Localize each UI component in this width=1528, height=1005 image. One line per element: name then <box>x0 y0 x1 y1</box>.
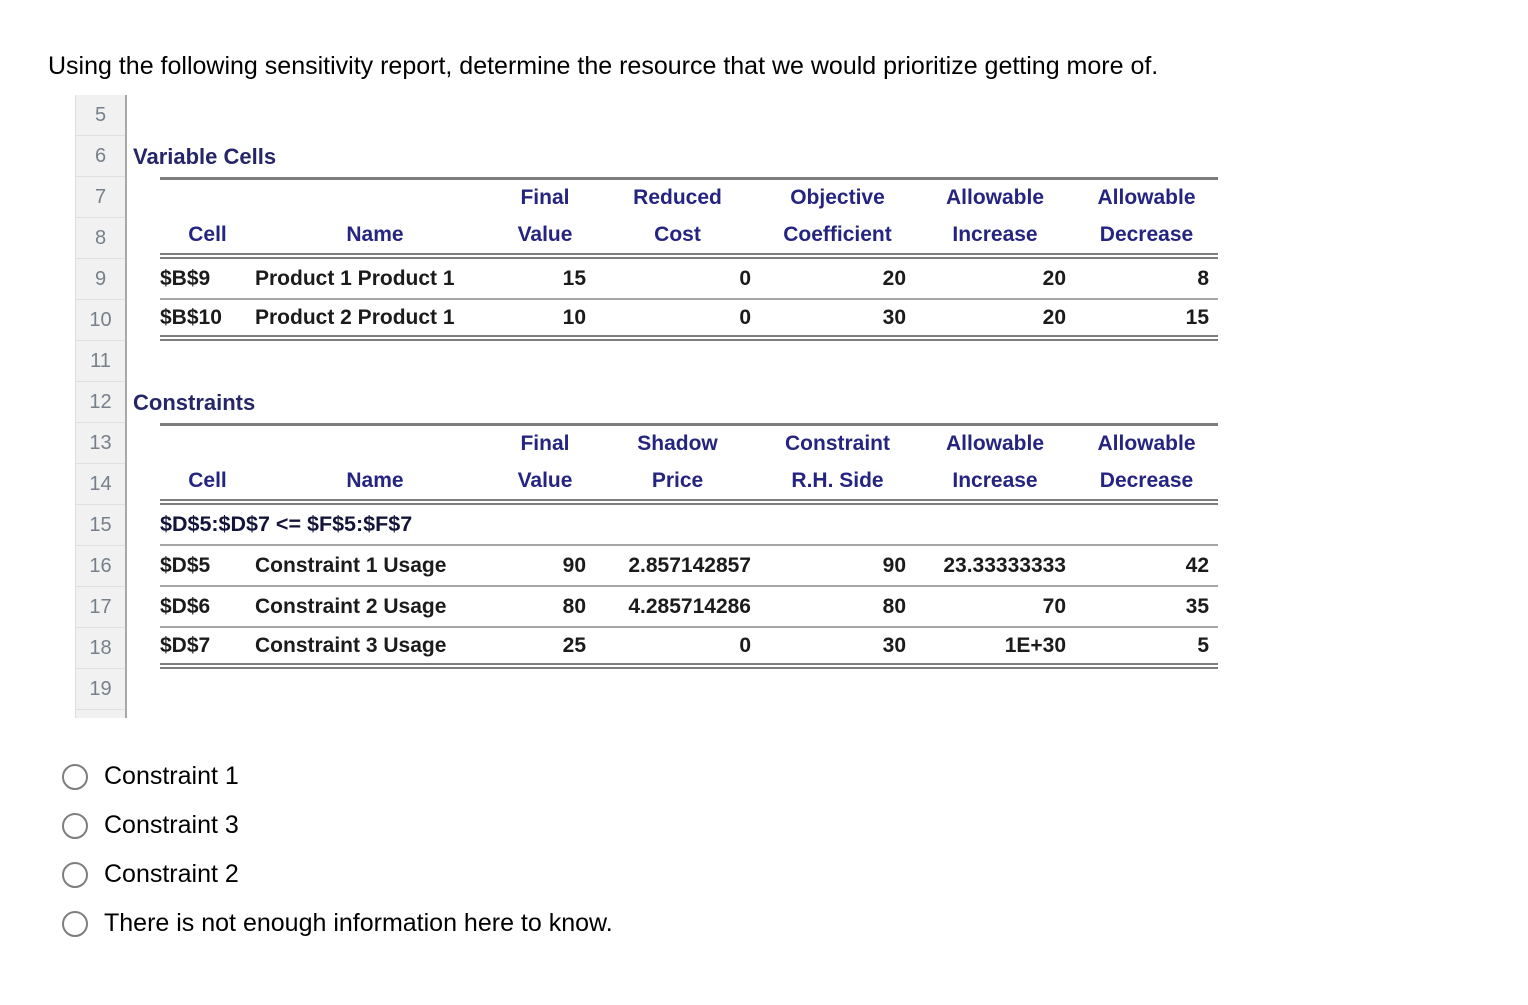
answer-option-label: Constraint 2 <box>104 860 239 888</box>
header-allowable-increase: Allowable Increase <box>945 186 1045 246</box>
header-name: Name <box>346 222 404 246</box>
final-value: 80 <box>562 594 586 618</box>
table-row: $D$5 Constraint 1 Usage 90 2.857142857 9… <box>160 546 1218 587</box>
variable-cells-header-row: Cell Name Final Value Reduced Cost Objecti… <box>160 177 1218 259</box>
cell-name: Product 2 Product 1 <box>255 305 455 329</box>
row-number: 15 <box>76 505 125 546</box>
final-value: 15 <box>562 266 586 290</box>
header-cell: Cell <box>188 222 227 246</box>
row-number: 11 <box>76 341 125 382</box>
header-cell: Cell <box>188 468 227 492</box>
radio-button-icon[interactable] <box>62 812 88 839</box>
allowable-decrease: 5 <box>1197 633 1209 657</box>
allowable-decrease: 8 <box>1197 266 1209 290</box>
row-number: 8 <box>76 218 125 259</box>
reduced-cost: 0 <box>739 305 751 329</box>
constraint-group-formula: $D$5:$D$7 <= $F$5:$F$7 <box>160 505 1218 546</box>
objective-coefficient: 30 <box>882 305 906 329</box>
header-allowable-increase: Allowable Increase <box>945 432 1045 492</box>
constraints-header-row: Cell Name Final Value Shadow Price Constra… <box>160 423 1218 505</box>
constraint-rhs: 80 <box>882 594 906 618</box>
shadow-price: 4.285714286 <box>628 594 751 618</box>
table-row: $D$7 Constraint 3 Usage 25 0 30 1E+30 5 <box>160 628 1218 669</box>
answer-option-constraint-3[interactable]: Constraint 3 <box>62 801 613 850</box>
row-number: 5 <box>76 95 125 136</box>
final-value: 25 <box>562 633 586 657</box>
table-row: $D$6 Constraint 2 Usage 80 4.285714286 8… <box>160 587 1218 628</box>
cell-ref: $B$9 <box>160 266 211 290</box>
allowable-decrease: 35 <box>1185 594 1209 618</box>
final-value: 10 <box>562 305 586 329</box>
table-row: $B$10 Product 2 Product 1 10 0 30 20 15 <box>160 300 1218 341</box>
header-objective-coefficient: Objective Coefficient <box>783 186 892 246</box>
constraint-rhs: 30 <box>882 633 906 657</box>
header-final-value: Final Value <box>517 186 573 246</box>
allowable-increase: 70 <box>1042 594 1066 618</box>
header-shadow-price: Shadow Price <box>637 432 718 492</box>
constraints-title: Constraints <box>133 390 256 415</box>
answer-options: Constraint 1 Constraint 3 Constraint 2 T… <box>62 752 613 948</box>
row-number-gutter: 5 6 7 8 9 10 11 12 13 14 15 16 17 18 19 <box>75 95 127 718</box>
allowable-increase: 1E+30 <box>1004 633 1066 657</box>
variable-cells-table: Cell Name Final Value Reduced Cost Objecti… <box>160 177 1218 341</box>
answer-option-label: Constraint 3 <box>104 811 239 839</box>
header-allowable-decrease: Allowable Decrease <box>1097 186 1196 246</box>
answer-option-not-enough-info[interactable]: There is not enough information here to … <box>62 899 613 948</box>
row-number: 10 <box>76 300 125 341</box>
allowable-increase: 23.33333333 <box>943 553 1066 577</box>
header-constraint-rhs: Constraint R.H. Side <box>785 432 890 492</box>
row-number: 17 <box>76 587 125 628</box>
cell-ref: $D$5 <box>160 553 211 577</box>
allowable-increase: 20 <box>1042 305 1066 329</box>
row-number: 18 <box>76 628 125 669</box>
allowable-decrease: 15 <box>1185 305 1209 329</box>
radio-button-icon[interactable] <box>62 861 88 888</box>
row-number: 19 <box>76 669 125 710</box>
reduced-cost: 0 <box>739 266 751 290</box>
radio-button-icon[interactable] <box>62 910 88 937</box>
header-allowable-decrease: Allowable Decrease <box>1097 432 1196 492</box>
final-value: 90 <box>562 553 586 577</box>
header-final-value: Final Value <box>517 432 573 492</box>
shadow-price: 0 <box>739 633 751 657</box>
table-row: $B$9 Product 1 Product 1 15 0 20 20 8 <box>160 259 1218 300</box>
sheet-content: Variable Cells Cell Name Final Value Redu… <box>127 95 1232 718</box>
cell-name: Product 1 Product 1 <box>255 266 455 290</box>
row-number: 9 <box>76 259 125 300</box>
answer-option-constraint-2[interactable]: Constraint 2 <box>62 850 613 899</box>
radio-button-icon[interactable] <box>62 763 88 790</box>
row-number: 16 <box>76 546 125 587</box>
cell-ref: $D$6 <box>160 594 211 618</box>
cell-ref: $D$7 <box>160 633 211 657</box>
header-name: Name <box>346 468 404 492</box>
row-number: 14 <box>76 464 125 505</box>
constraints-table: Cell Name Final Value Shadow Price Constra… <box>160 423 1218 669</box>
question-text: Using the following sensitivity report, … <box>48 52 1159 80</box>
row-number: 12 <box>76 382 125 423</box>
constraint-rhs: 90 <box>882 553 906 577</box>
answer-option-label: There is not enough information here to … <box>104 909 613 937</box>
cell-name: Constraint 2 Usage <box>255 594 447 618</box>
cell-ref: $B$10 <box>160 305 222 329</box>
allowable-increase: 20 <box>1042 266 1066 290</box>
variable-cells-title: Variable Cells <box>133 144 277 169</box>
header-reduced-cost: Reduced Cost <box>633 186 722 246</box>
allowable-decrease: 42 <box>1185 553 1209 577</box>
row-number: 13 <box>76 423 125 464</box>
objective-coefficient: 20 <box>882 266 906 290</box>
cell-name: Constraint 1 Usage <box>255 553 447 577</box>
answer-option-constraint-1[interactable]: Constraint 1 <box>62 752 613 801</box>
shadow-price: 2.857142857 <box>628 553 751 577</box>
answer-option-label: Constraint 1 <box>104 762 239 790</box>
sensitivity-report: 5 6 7 8 9 10 11 12 13 14 15 16 17 18 19 … <box>75 95 1232 718</box>
row-number: 7 <box>76 177 125 218</box>
row-number: 6 <box>76 136 125 177</box>
cell-name: Constraint 3 Usage <box>255 633 447 657</box>
